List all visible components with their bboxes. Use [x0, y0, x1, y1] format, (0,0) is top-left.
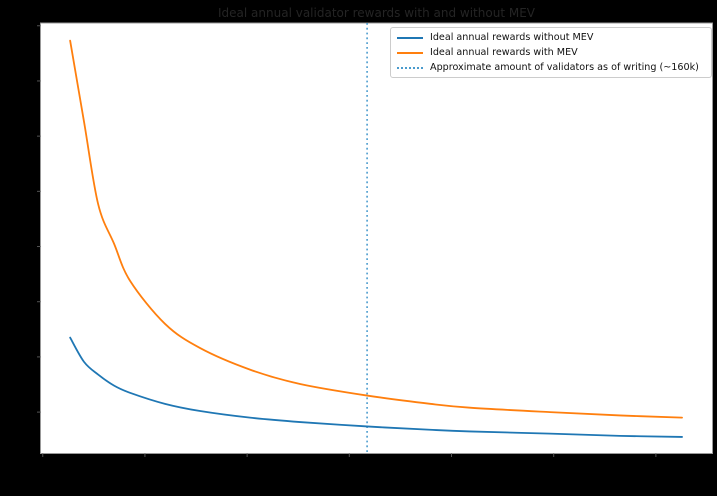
line-sample-icon [397, 37, 423, 39]
y-tick-label: 5 [28, 187, 34, 198]
x-tick-label: 250000 [535, 460, 573, 471]
y-tick-label: 7 [28, 76, 34, 87]
dotted-line-sample-icon [397, 67, 423, 69]
plot-area [40, 22, 713, 454]
legend-item: Ideal annual rewards without MEV [397, 32, 706, 44]
x-tick-label: 300000 [637, 460, 675, 471]
y-tick-label: 1 [28, 408, 34, 419]
legend-item-label: Approximate amount of validators as of w… [430, 62, 699, 73]
series-line-without-mev [69, 336, 683, 438]
y-tick-label: 4 [28, 242, 34, 253]
y-tick-label: 6 [28, 132, 34, 143]
x-tick-label: 0 [40, 460, 46, 471]
legend-item: Ideal annual rewards with MEV [397, 47, 706, 59]
y-tick-label: 3 [28, 297, 34, 308]
x-tick-label: 150000 [330, 460, 368, 471]
series-line-with-mev [69, 39, 683, 419]
legend-item-label: Ideal annual rewards without MEV [430, 32, 594, 43]
x-tick-label: 200000 [432, 460, 470, 471]
line-sample-icon [397, 52, 423, 54]
y-tick-label: 2 [28, 352, 34, 363]
chart-title: Ideal annual validator rewards with and … [218, 6, 535, 20]
x-tick-label: 100000 [228, 460, 266, 471]
legend: Ideal annual rewards without MEV Ideal a… [390, 27, 712, 78]
legend-item-label: Ideal annual rewards with MEV [430, 47, 578, 58]
x-tick-label: 50000 [129, 460, 161, 471]
legend-item: Approximate amount of validators as of w… [397, 62, 706, 74]
y-tick-label: 8 [28, 21, 34, 32]
